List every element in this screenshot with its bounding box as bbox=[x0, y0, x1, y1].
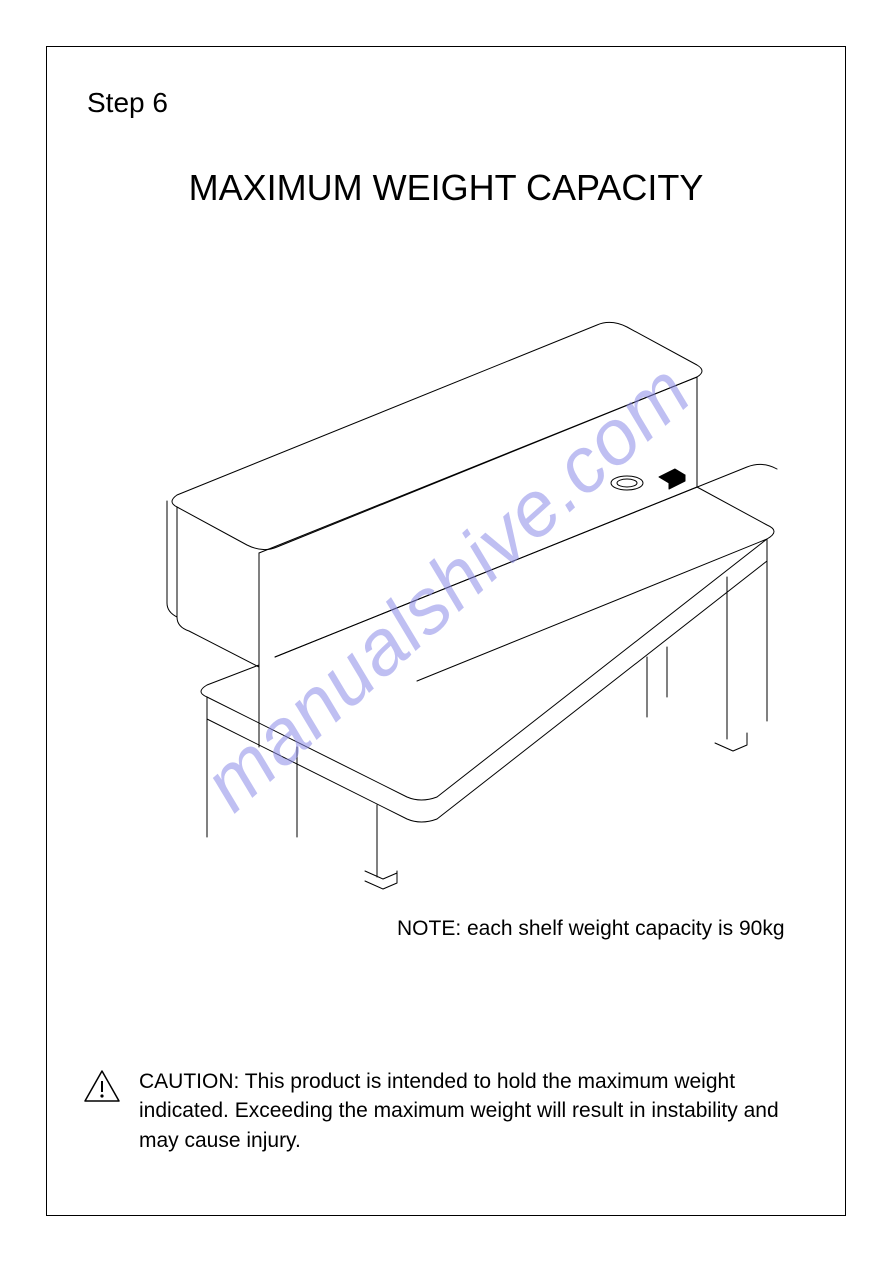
step-label: Step 6 bbox=[87, 87, 168, 119]
weight-note: NOTE: each shelf weight capacity is 90kg bbox=[397, 917, 785, 941]
desk-diagram: manualshive.com bbox=[107, 277, 787, 897]
page-frame: Step 6 MAXIMUM WEIGHT CAPACITY bbox=[46, 46, 846, 1216]
caution-text: CAUTION: This product is intended to hol… bbox=[139, 1067, 809, 1155]
warning-triangle-icon bbox=[83, 1069, 121, 1103]
caution-row: CAUTION: This product is intended to hol… bbox=[83, 1067, 809, 1155]
page-title: MAXIMUM WEIGHT CAPACITY bbox=[47, 167, 845, 209]
desk-line-drawing bbox=[107, 277, 787, 897]
